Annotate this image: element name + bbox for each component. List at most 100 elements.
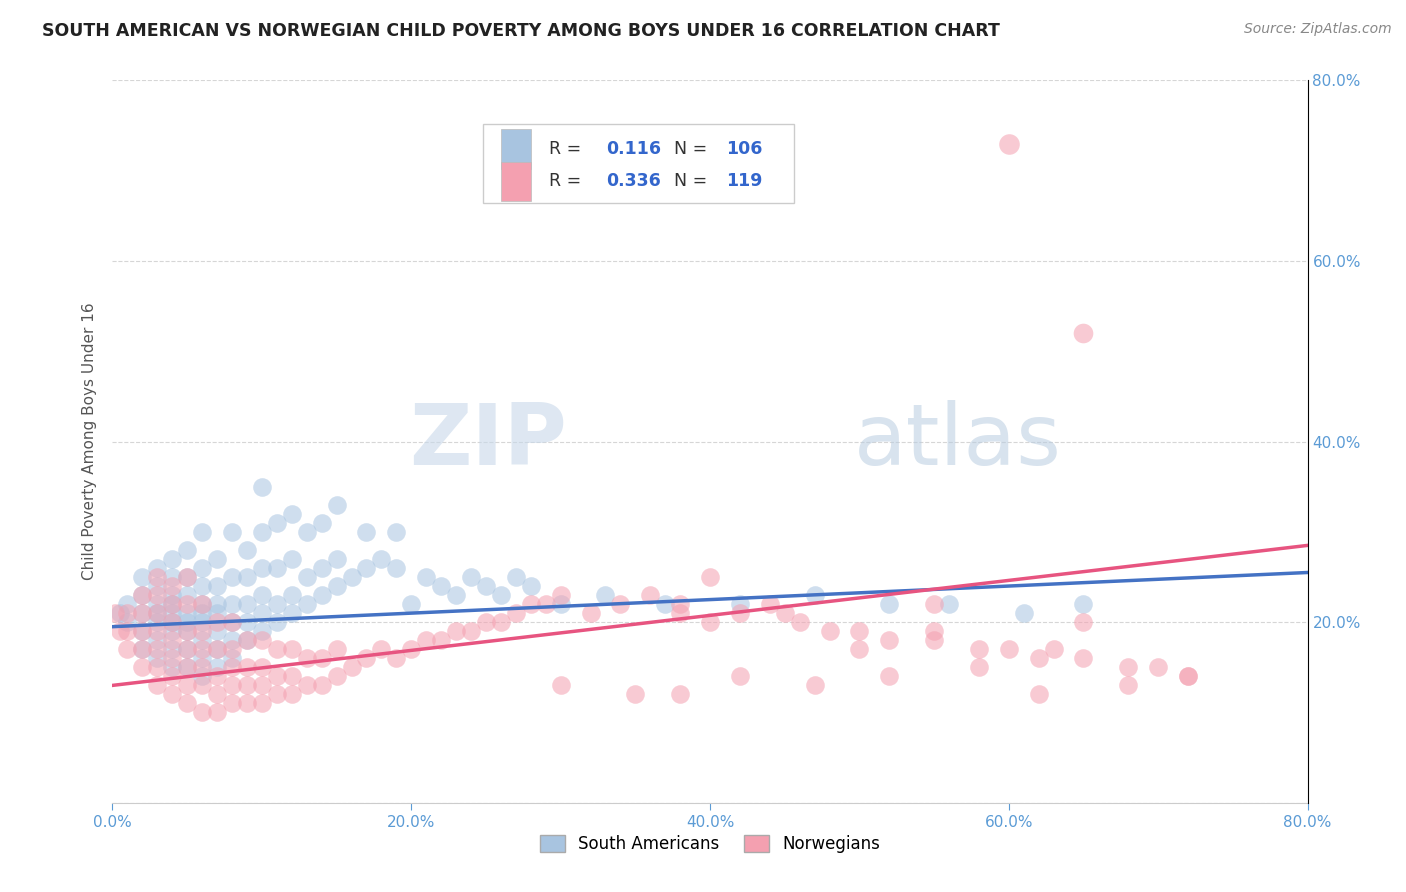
- Point: [295, 597, 318, 611]
- Point: [176, 597, 198, 611]
- Point: [550, 588, 572, 602]
- Point: [325, 579, 347, 593]
- Point: [131, 624, 153, 639]
- Point: [162, 642, 183, 657]
- Text: 119: 119: [725, 172, 762, 190]
- Point: [117, 606, 139, 620]
- Point: [176, 697, 198, 711]
- Point: [162, 579, 183, 593]
- Point: [131, 588, 153, 602]
- Point: [266, 615, 288, 630]
- Point: [1012, 606, 1035, 620]
- Point: [550, 597, 572, 611]
- Point: [1177, 669, 1199, 683]
- Point: [176, 570, 198, 584]
- Point: [266, 687, 288, 701]
- Point: [385, 651, 408, 665]
- Point: [176, 660, 198, 674]
- Point: [325, 498, 347, 512]
- Point: [205, 669, 228, 683]
- Point: [475, 615, 498, 630]
- Point: [250, 524, 273, 539]
- Point: [146, 678, 169, 692]
- Point: [191, 597, 214, 611]
- Point: [108, 624, 131, 639]
- Point: [146, 570, 169, 584]
- Point: [176, 678, 198, 692]
- Point: [205, 615, 228, 630]
- Point: [131, 660, 153, 674]
- Point: [131, 570, 153, 584]
- Point: [295, 570, 318, 584]
- Point: [818, 624, 841, 639]
- Point: [669, 597, 692, 611]
- Text: N =: N =: [675, 140, 707, 158]
- Point: [356, 561, 378, 575]
- Point: [430, 579, 453, 593]
- Point: [266, 516, 288, 530]
- Point: [609, 597, 631, 611]
- Point: [146, 597, 169, 611]
- Point: [550, 678, 572, 692]
- Point: [236, 633, 259, 648]
- Point: [250, 678, 273, 692]
- Point: [281, 507, 304, 521]
- Point: [505, 606, 527, 620]
- Point: [250, 697, 273, 711]
- Point: [221, 633, 243, 648]
- Point: [162, 633, 183, 648]
- Point: [1147, 660, 1170, 674]
- Point: [879, 669, 901, 683]
- Point: [191, 633, 214, 648]
- Point: [104, 606, 127, 620]
- Point: [117, 615, 139, 630]
- Text: R =: R =: [548, 140, 581, 158]
- Point: [385, 524, 408, 539]
- Point: [176, 642, 198, 657]
- Point: [266, 597, 288, 611]
- Point: [191, 524, 214, 539]
- Point: [108, 606, 131, 620]
- Point: [699, 570, 721, 584]
- Point: [146, 606, 169, 620]
- Point: [325, 552, 347, 566]
- Point: [370, 642, 392, 657]
- Point: [401, 642, 423, 657]
- Point: [430, 633, 453, 648]
- Point: [266, 561, 288, 575]
- Point: [162, 597, 183, 611]
- Text: 0.336: 0.336: [606, 172, 661, 190]
- Point: [281, 588, 304, 602]
- Point: [520, 597, 543, 611]
- Point: [998, 642, 1021, 657]
- Point: [162, 669, 183, 683]
- Point: [205, 642, 228, 657]
- Point: [460, 570, 482, 584]
- Point: [311, 678, 333, 692]
- Point: [205, 660, 228, 674]
- Point: [281, 606, 304, 620]
- Point: [1042, 642, 1064, 657]
- Point: [146, 624, 169, 639]
- Text: N =: N =: [675, 172, 707, 190]
- Point: [146, 561, 169, 575]
- Point: [146, 633, 169, 648]
- Point: [1073, 615, 1095, 630]
- Point: [117, 597, 139, 611]
- Point: [236, 697, 259, 711]
- Point: [728, 669, 751, 683]
- Point: [325, 669, 347, 683]
- Point: [131, 642, 153, 657]
- Point: [311, 588, 333, 602]
- Point: [191, 606, 214, 620]
- Point: [162, 615, 183, 630]
- Bar: [501, 161, 531, 202]
- Point: [162, 651, 183, 665]
- Point: [205, 624, 228, 639]
- Text: Source: ZipAtlas.com: Source: ZipAtlas.com: [1244, 22, 1392, 37]
- Point: [146, 642, 169, 657]
- Point: [401, 597, 423, 611]
- Point: [250, 561, 273, 575]
- Point: [699, 615, 721, 630]
- Point: [266, 642, 288, 657]
